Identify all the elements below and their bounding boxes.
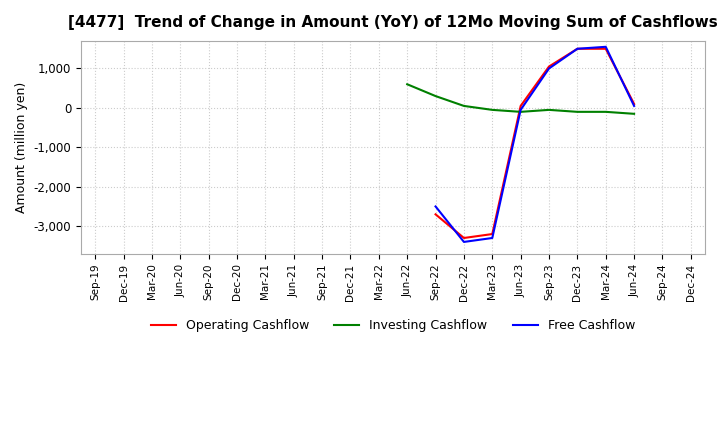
Y-axis label: Amount (million yen): Amount (million yen) <box>15 82 28 213</box>
Legend: Operating Cashflow, Investing Cashflow, Free Cashflow: Operating Cashflow, Investing Cashflow, … <box>146 314 640 337</box>
Title: [4477]  Trend of Change in Amount (YoY) of 12Mo Moving Sum of Cashflows: [4477] Trend of Change in Amount (YoY) o… <box>68 15 718 30</box>
